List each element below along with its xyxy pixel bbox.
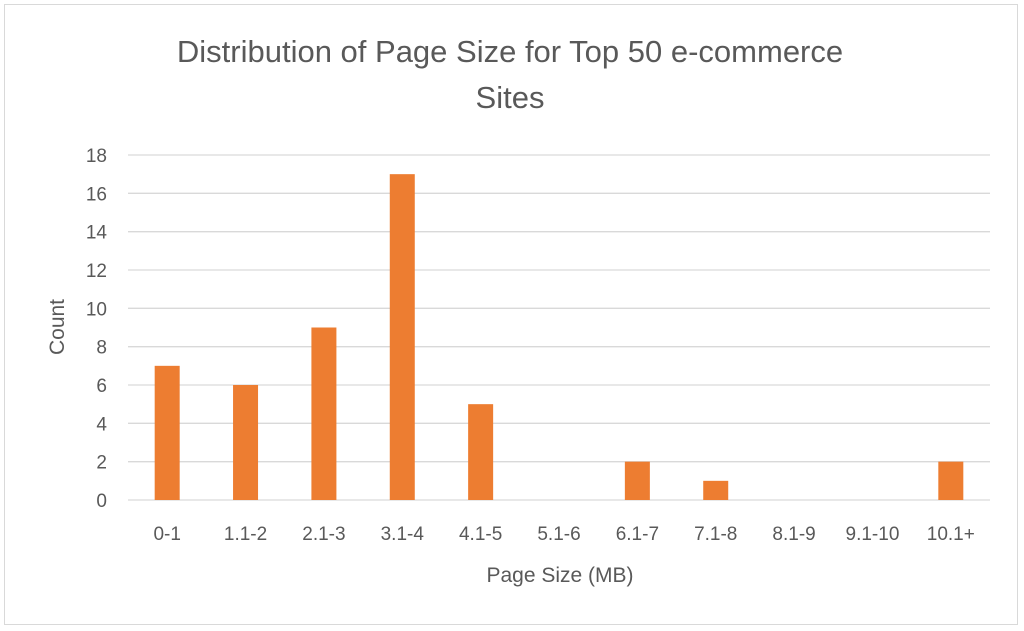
bar-6.1-7: [624, 461, 650, 500]
bar-0-1: [154, 365, 180, 500]
x-tick-label: 8.1-9: [772, 524, 815, 545]
chart-container: [4, 4, 1018, 625]
y-tick-label: 18: [86, 146, 107, 167]
y-tick-label: 8: [96, 338, 107, 359]
x-tick-label: 10.1+: [927, 524, 975, 545]
bar-7.1-8: [703, 480, 729, 500]
x-tick-label: 3.1-4: [381, 524, 425, 545]
bar-1.1-2: [233, 385, 259, 500]
y-tick-label: 6: [96, 376, 107, 397]
x-axis-label: Page Size (MB): [486, 564, 633, 587]
y-tick-label: 0: [96, 491, 107, 512]
y-tick-label: 10: [86, 299, 107, 320]
y-tick-label: 4: [96, 414, 107, 435]
x-tick-label: 4.1-5: [459, 524, 502, 545]
x-axis-ticks: 0-1 1.1-2 2.1-3 3.1-4 4.1-5 5.1-6 6.1-7 7.1-8 8.…: [153, 524, 974, 545]
bar-2.1-3: [311, 327, 337, 500]
y-tick-label: 2: [96, 453, 107, 474]
y-axis-label: Count: [46, 299, 69, 355]
bar-10.1+: [938, 461, 964, 500]
y-axis-ticks: 0 2 4 6 8 10 12 14 16 18: [86, 146, 108, 512]
x-tick-label: 5.1-6: [537, 524, 580, 545]
x-tick-label: 0-1: [153, 524, 180, 545]
y-tick-label: 14: [86, 223, 108, 244]
bar-4.1-5: [468, 404, 494, 500]
bar-3.1-4: [389, 174, 415, 500]
bars: [154, 174, 964, 500]
chart-title-line-1: Distribution of Page Size for Top 50 e-c…: [177, 34, 843, 69]
chart-title-line-2: Sites: [476, 80, 545, 115]
x-tick-label: 7.1-8: [694, 524, 737, 545]
x-tick-label: 1.1-2: [224, 524, 267, 545]
gridlines: [128, 154, 990, 501]
x-tick-label: 9.1-10: [846, 524, 900, 545]
y-tick-label: 16: [86, 184, 107, 205]
x-tick-label: 2.1-3: [302, 524, 345, 545]
y-tick-label: 12: [86, 261, 107, 282]
x-tick-label: 6.1-7: [616, 524, 659, 545]
